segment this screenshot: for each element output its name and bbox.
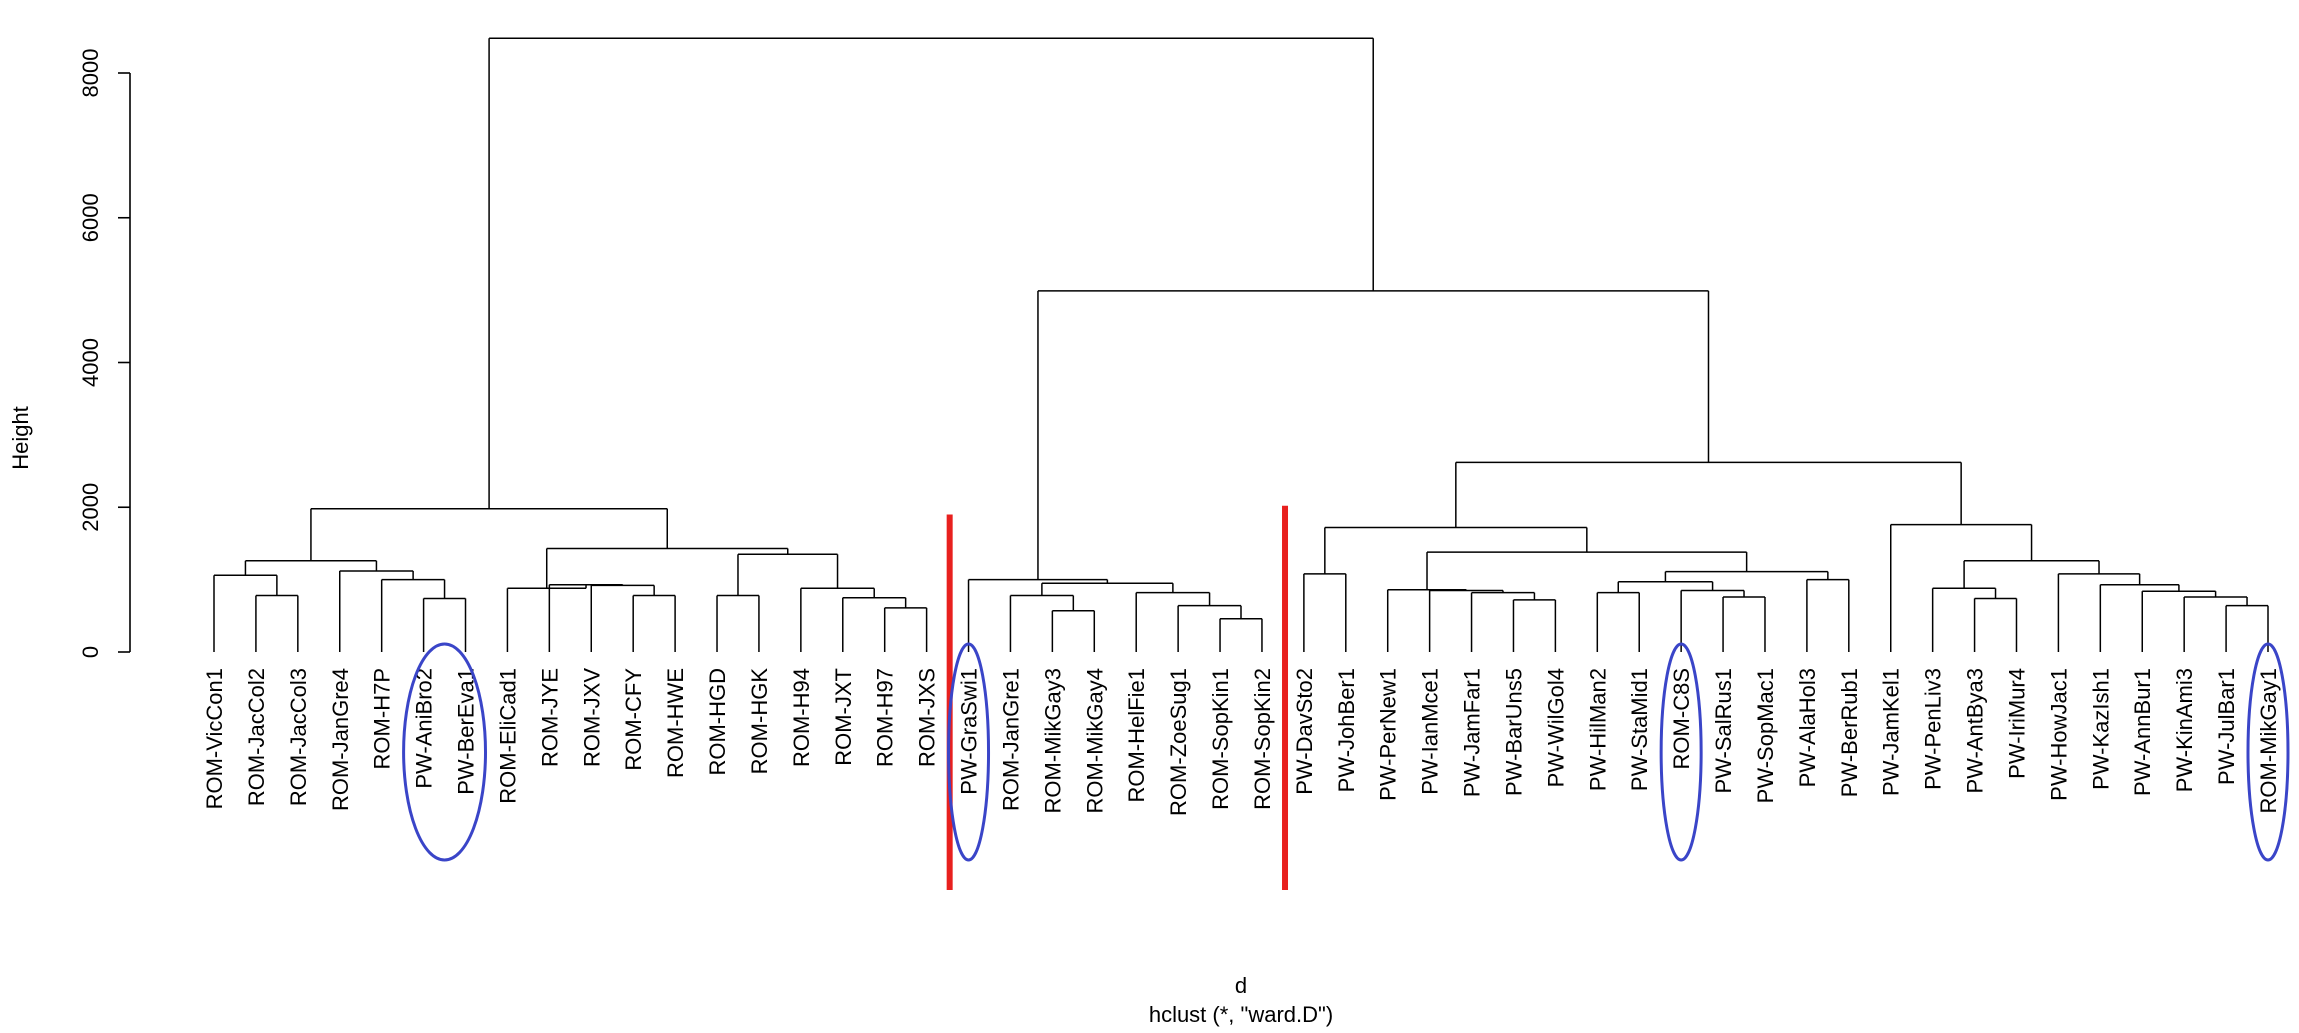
leaf-label: PW-IanMce1 (1418, 668, 1443, 795)
leaf-label: PW-BerEva1 (454, 668, 479, 795)
leaf-label: ROM-MikGay3 (1040, 668, 1065, 813)
leaf-label: PW-JulBar1 (2214, 668, 2239, 785)
leaf-label: ROM-HWE (663, 668, 688, 778)
leaf-label: PW-SopMac1 (1753, 668, 1778, 803)
leaf-label: PW-AnnBur1 (2130, 668, 2155, 796)
leaf-label: PW-GraSwi1 (957, 668, 982, 795)
leaf-label: PW-WilGol4 (1543, 668, 1568, 787)
leaf-label: ROM-HGD (705, 668, 730, 776)
highlight-ellipse (1659, 642, 1703, 862)
leaf-label: ROM-JacCol2 (244, 668, 269, 806)
leaf-label: PW-DavSto2 (1292, 668, 1317, 795)
leaf-label: ROM-MikGay1 (2256, 668, 2281, 813)
highlight-ellipse (947, 642, 991, 862)
leaf-label: PW-PerNew1 (1376, 668, 1401, 801)
leaf-label: ROM-JXT (831, 668, 856, 766)
x-axis-label: d (1235, 973, 1247, 998)
leaf-label: ROM-SopKin2 (1250, 668, 1275, 810)
leaf-label: PW-KinAmi3 (2172, 668, 2197, 792)
y-tick-label: 2000 (78, 483, 103, 532)
y-tick-label: 6000 (78, 193, 103, 242)
leaf-label: PW-HilMan2 (1585, 668, 1610, 791)
leaf-label: PW-PenLiv3 (1921, 668, 1946, 790)
leaf-label: ROM-HelFie1 (1124, 668, 1149, 802)
leaf-label: ROM-H7P (370, 668, 395, 769)
leaf-label: ROM-CFY (621, 668, 646, 771)
y-tick-label: 4000 (78, 338, 103, 387)
leaf-label: ROM-HGK (747, 668, 772, 775)
y-axis-label: Height (8, 406, 33, 470)
leaf-label: PW-AlaHol3 (1795, 668, 1820, 787)
leaf-label: ROM-SopKin1 (1208, 668, 1233, 810)
leaf-label: PW-SalRus1 (1711, 668, 1736, 794)
leaf-label: ROM-ZoeSug1 (1166, 668, 1191, 816)
leaf-label: ROM-JanGre1 (998, 668, 1023, 811)
highlight-ellipses (402, 642, 2290, 862)
leaf-label: PW-StaMid1 (1627, 668, 1652, 791)
leaf-label: ROM-MikGay4 (1082, 668, 1107, 813)
leaf-label: PW-IriMur4 (2004, 668, 2029, 779)
leaf-label: PW-JohBer1 (1334, 668, 1359, 792)
leaf-label: PW-JamKel1 (1879, 668, 1904, 796)
leaf-label: ROM-C8S (1669, 668, 1694, 769)
leaf-label: PW-AniBro2 (412, 668, 437, 789)
highlight-ellipse (402, 642, 488, 862)
leaf-label: PW-BerRub1 (1837, 668, 1862, 797)
leaf-label: ROM-JXV (579, 668, 604, 767)
dendrogram-tree (213, 37, 2269, 652)
leaf-label: PW-AntBya3 (1963, 668, 1988, 794)
leaf-label: PW-KazIsh1 (2088, 668, 2113, 790)
highlight-ellipse (2246, 642, 2290, 862)
leaf-label: PW-BarUns5 (1501, 668, 1526, 796)
leaf-label: ROM-JXS (915, 668, 940, 767)
leaf-label: ROM-JacCol3 (286, 668, 311, 806)
y-tick-label: 0 (78, 646, 103, 658)
y-axis: 0 2000 4000 6000 8000 (78, 49, 131, 658)
leaf-label: ROM-EliCad1 (495, 668, 520, 804)
leaf-label: PW-JamFar1 (1460, 668, 1485, 797)
leaf-label: ROM-JYE (537, 668, 562, 767)
y-tick-label: 8000 (78, 49, 103, 98)
subtitle: hclust (*, "ward.D") (1149, 1002, 1333, 1027)
leaf-label: ROM-H97 (873, 668, 898, 767)
leaf-label: PW-HowJac1 (2046, 668, 2071, 801)
leaf-label: ROM-JanGre4 (328, 668, 353, 811)
leaf-labels: ROM-VicCon1 ROM-JacCol2 ROM-JacCol3 ROM-Jan… (202, 668, 2281, 816)
leaf-label: ROM-H94 (789, 668, 814, 767)
leaf-label: ROM-VicCon1 (202, 668, 227, 809)
